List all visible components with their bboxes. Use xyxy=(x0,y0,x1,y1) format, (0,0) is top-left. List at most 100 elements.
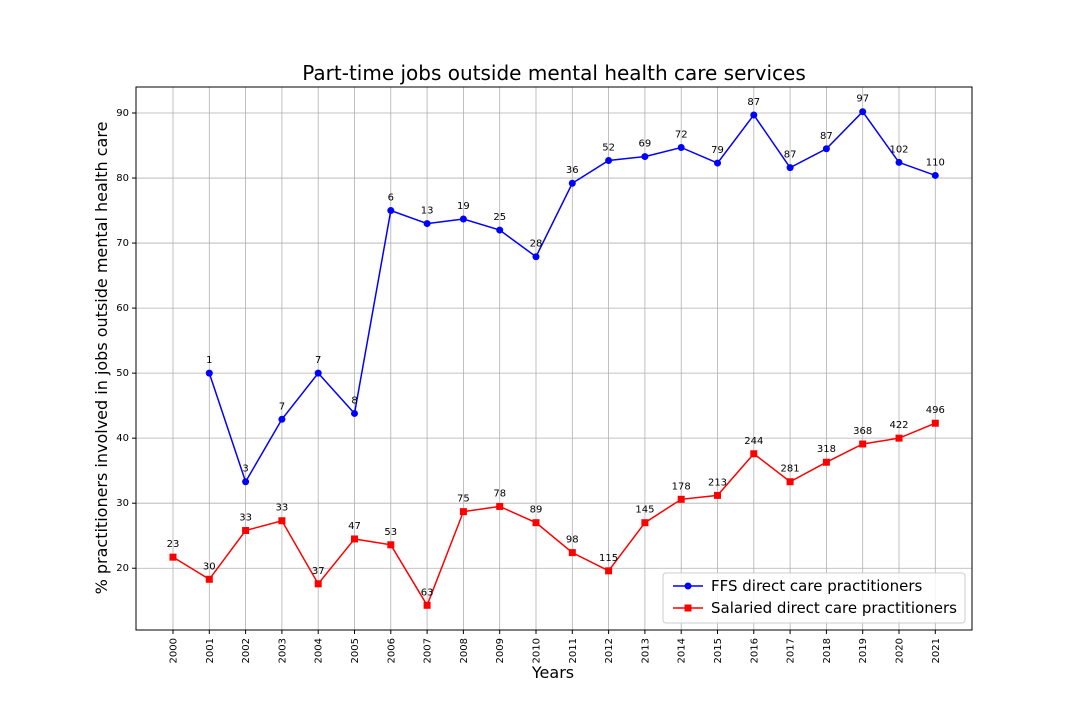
data-point xyxy=(786,164,794,172)
data-label: 53 xyxy=(384,527,397,538)
data-label: 110 xyxy=(926,157,945,168)
data-point xyxy=(750,111,758,119)
data-label: 52 xyxy=(602,142,615,153)
data-label: 33 xyxy=(239,513,252,524)
data-point xyxy=(314,580,322,588)
data-point xyxy=(568,179,576,187)
data-label: 97 xyxy=(856,94,869,105)
data-point xyxy=(496,226,504,234)
data-label: 145 xyxy=(635,505,654,516)
data-point xyxy=(459,508,467,516)
series-line xyxy=(172,422,936,607)
data-point xyxy=(242,478,250,486)
data-label: 87 xyxy=(784,150,797,161)
data-point xyxy=(532,253,540,261)
data-label: 89 xyxy=(530,505,543,516)
data-label: 36 xyxy=(566,165,579,176)
data-label: 244 xyxy=(744,436,763,447)
series-1: 23 30 33 33 37 47 53 63 75 78 89 98 115 145 178 213 244 2… xyxy=(167,405,945,609)
x-tick-label: 2003 xyxy=(277,638,288,663)
data-label: 30 xyxy=(203,561,216,572)
data-point xyxy=(895,434,903,442)
y-axis-label: % practitioners involved in jobs outside… xyxy=(92,122,111,595)
data-point xyxy=(641,519,649,527)
data-label: 7 xyxy=(315,355,321,366)
data-point xyxy=(278,517,286,525)
x-tick-label: 2000 xyxy=(169,638,180,663)
axis-ticks: 2000 2001 2002 2003 2004 2005 2006 2007 2008 2009… xyxy=(116,108,942,663)
x-tick-label: 2013 xyxy=(640,638,651,663)
data-label: 79 xyxy=(711,145,724,156)
data-label: 72 xyxy=(675,129,688,140)
data-point xyxy=(205,575,213,583)
data-point xyxy=(931,171,939,179)
data-point xyxy=(822,145,830,153)
x-tick-label: 2021 xyxy=(931,638,942,663)
data-point xyxy=(568,549,576,557)
data-label: 178 xyxy=(672,481,691,492)
legend: FFS direct care practitioners Salaried d… xyxy=(662,572,966,624)
data-point xyxy=(641,153,649,161)
data-label: 78 xyxy=(493,488,506,499)
data-label: 87 xyxy=(820,131,833,142)
legend-label-ffs: FFS direct care practitioners xyxy=(711,577,923,595)
x-tick-label: 2008 xyxy=(459,638,470,663)
data-label: 75 xyxy=(457,494,470,505)
data-point xyxy=(677,143,685,151)
x-tick-label: 2001 xyxy=(205,638,216,663)
x-tick-label: 2004 xyxy=(314,638,325,663)
legend-box xyxy=(662,572,966,624)
y-tick-label: 80 xyxy=(116,173,129,184)
data-label: 6 xyxy=(388,193,394,204)
x-tick-label: 2012 xyxy=(604,638,615,663)
data-label: 213 xyxy=(708,477,727,488)
legend-marker-ffs xyxy=(684,582,692,590)
data-label: 25 xyxy=(493,212,506,223)
legend-label-salaried: Salaried direct care practitioners xyxy=(711,599,957,617)
data-label: 102 xyxy=(889,144,908,155)
data-point xyxy=(605,567,613,575)
data-point xyxy=(314,369,322,377)
data-label: 368 xyxy=(853,426,872,437)
x-tick-label: 2016 xyxy=(749,638,760,663)
data-point xyxy=(423,220,431,228)
y-tick-label: 30 xyxy=(116,498,129,509)
data-label: 422 xyxy=(889,420,908,431)
x-tick-label: 2002 xyxy=(241,638,252,663)
y-tick-label: 70 xyxy=(116,238,129,249)
x-tick-label: 2020 xyxy=(895,638,906,663)
data-point xyxy=(895,158,903,166)
x-axis-label: Years xyxy=(531,663,574,682)
data-label: 69 xyxy=(639,139,652,150)
data-label: 87 xyxy=(747,97,760,108)
data-point xyxy=(278,415,286,423)
data-point xyxy=(351,409,358,417)
data-point xyxy=(822,458,830,466)
data-point xyxy=(605,156,613,164)
data-point xyxy=(931,419,939,427)
y-tick-label: 20 xyxy=(116,563,129,574)
y-tick-label: 60 xyxy=(116,303,129,314)
data-point xyxy=(714,159,721,167)
data-label: 19 xyxy=(457,201,470,212)
x-tick-label: 2009 xyxy=(495,638,506,663)
legend-marker-salaried xyxy=(684,604,692,612)
data-label: 13 xyxy=(421,206,434,217)
x-tick-label: 2011 xyxy=(568,638,579,663)
grid xyxy=(136,87,972,630)
data-point xyxy=(532,519,540,527)
data-point xyxy=(459,215,467,223)
data-point xyxy=(351,535,358,543)
y-tick-label: 40 xyxy=(116,433,129,444)
y-tick-label: 90 xyxy=(116,108,129,119)
data-point xyxy=(859,440,867,448)
x-tick-label: 2014 xyxy=(677,638,688,663)
x-tick-label: 2006 xyxy=(386,638,397,663)
data-label: 8 xyxy=(351,395,357,406)
data-point xyxy=(423,601,431,609)
x-tick-label: 2007 xyxy=(423,638,434,663)
data-point xyxy=(169,553,177,561)
data-point xyxy=(714,491,721,499)
data-point xyxy=(786,478,794,486)
